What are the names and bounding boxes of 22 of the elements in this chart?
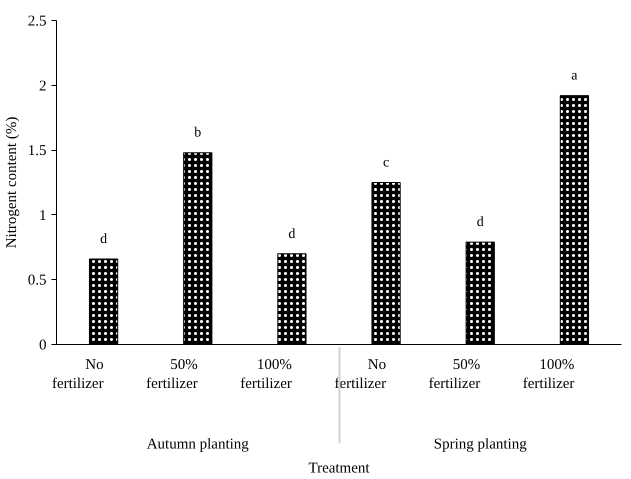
data-label: d <box>288 226 296 242</box>
x-tick-label: No fertilizer <box>52 356 104 392</box>
x-tick-label: 100% fertilizer <box>240 356 292 392</box>
data-label: a <box>571 68 578 84</box>
y-tick-label: 0 <box>39 338 46 354</box>
y-tick-label: 2 <box>39 78 46 94</box>
y-tick-label: 1 <box>39 208 46 224</box>
x-tick-label: 50% fertilizer <box>428 356 480 392</box>
x-axis-title: Treatment <box>308 460 370 477</box>
y-axis-title: Nitrogent content (%) <box>4 116 20 248</box>
text: Autumn planting <box>146 436 250 453</box>
x-tick-label: No fertilizer <box>334 356 386 392</box>
y-tick-label: 1.5 <box>28 143 46 160</box>
x-tick-label: 50% fertilizer <box>146 356 198 392</box>
text: Spring planting <box>434 436 528 453</box>
x-tick-label: 100% fertilizer <box>522 356 574 392</box>
y-tick-label: 2.5 <box>28 14 46 30</box>
data-label: d <box>100 232 108 247</box>
data-label: c <box>382 156 390 170</box>
y-tick-label: 0.5 <box>28 272 46 289</box>
data-label: b <box>194 126 202 141</box>
data-label: d <box>476 215 484 230</box>
